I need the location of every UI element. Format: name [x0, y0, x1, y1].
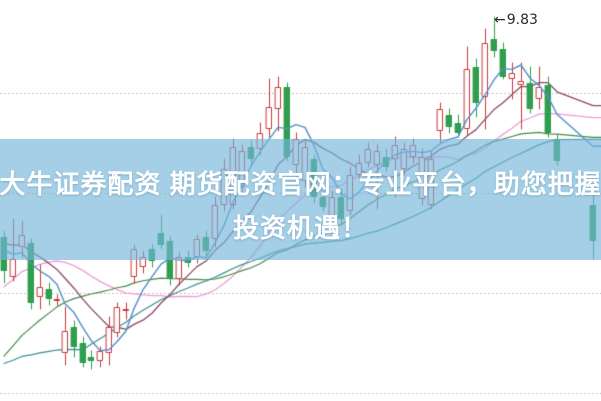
banner-text-line2: 投资机遇！ [232, 212, 368, 243]
peak-price-label: 9.83 [506, 12, 538, 28]
promo-banner: 大牛证券配资 期货配资官网：专业平台，助您把握 投资机遇！ [0, 139, 601, 260]
price-callout: ← 9.83 [494, 12, 538, 28]
arrow-left-icon: ← [494, 12, 506, 28]
banner-text-line1: 大牛证券配资 期货配资官网：专业平台，助您把握 [0, 168, 601, 199]
